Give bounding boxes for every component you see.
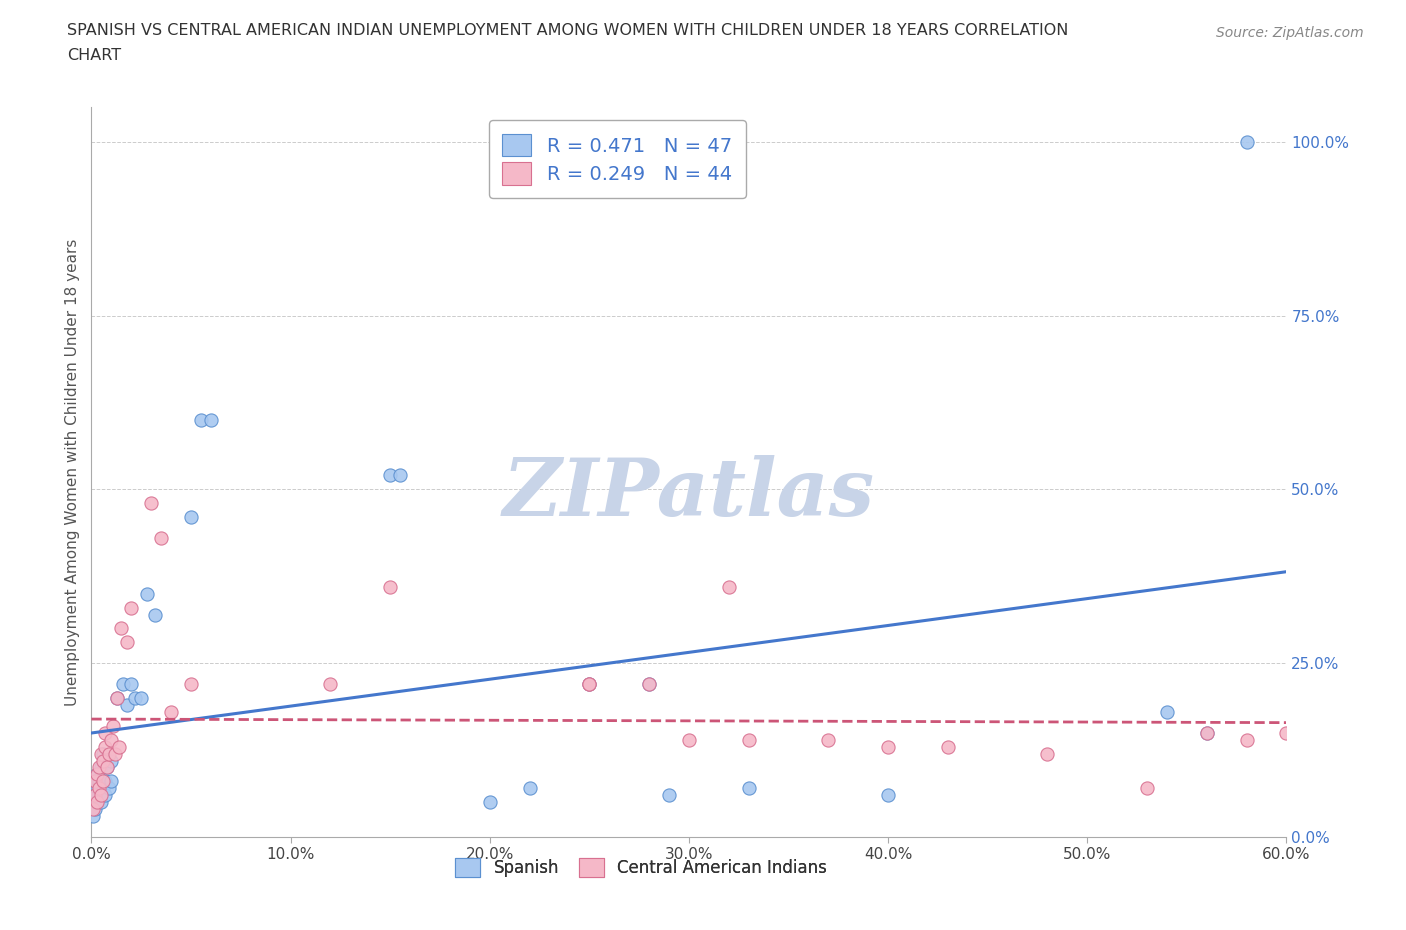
Point <box>120 600 142 615</box>
Point <box>82 809 104 824</box>
Point <box>1136 781 1159 796</box>
Point <box>100 732 122 747</box>
Point <box>115 698 138 712</box>
Point <box>717 579 740 594</box>
Point <box>84 774 107 789</box>
Point <box>94 739 117 754</box>
Point <box>136 586 159 601</box>
Point <box>120 677 142 692</box>
Point <box>103 718 125 733</box>
Text: Source: ZipAtlas.com: Source: ZipAtlas.com <box>1216 26 1364 40</box>
Point <box>98 781 121 796</box>
Point <box>478 795 501 810</box>
Legend: Spanish, Central American Indians: Spanish, Central American Indians <box>449 851 834 884</box>
Text: ZIPatlas: ZIPatlas <box>503 455 875 533</box>
Point <box>578 677 600 692</box>
Point <box>124 690 146 705</box>
Point <box>190 412 212 427</box>
Point <box>817 732 839 747</box>
Point <box>89 760 111 775</box>
Point <box>150 531 173 546</box>
Point <box>578 677 600 692</box>
Point <box>1036 746 1059 761</box>
Y-axis label: Unemployment Among Women with Children Under 18 years: Unemployment Among Women with Children U… <box>65 238 80 706</box>
Point <box>84 788 107 803</box>
Point <box>86 767 108 782</box>
Point <box>108 739 131 754</box>
Point <box>200 412 222 427</box>
Point <box>110 621 132 636</box>
Point <box>115 635 138 650</box>
Point <box>89 788 111 803</box>
Point <box>86 795 108 810</box>
Point <box>93 774 115 789</box>
Point <box>94 725 117 740</box>
Point <box>93 781 115 796</box>
Point <box>84 802 107 817</box>
Point <box>737 781 759 796</box>
Point <box>89 774 111 789</box>
Point <box>936 739 959 754</box>
Point <box>93 753 115 768</box>
Point <box>1195 725 1218 740</box>
Point <box>519 781 541 796</box>
Point <box>82 795 104 810</box>
Point <box>638 677 661 692</box>
Text: SPANISH VS CENTRAL AMERICAN INDIAN UNEMPLOYMENT AMONG WOMEN WITH CHILDREN UNDER : SPANISH VS CENTRAL AMERICAN INDIAN UNEMP… <box>67 23 1069 38</box>
Point <box>389 468 412 483</box>
Point <box>100 753 122 768</box>
Point <box>378 468 402 483</box>
Point <box>86 795 108 810</box>
Point <box>1236 732 1258 747</box>
Point <box>96 760 118 775</box>
Point <box>1156 704 1178 719</box>
Point <box>86 767 108 782</box>
Point <box>737 732 759 747</box>
Point <box>678 732 700 747</box>
Point <box>104 746 127 761</box>
Point <box>638 677 661 692</box>
Point <box>90 788 112 803</box>
Point <box>93 746 115 761</box>
Point <box>180 677 202 692</box>
Point <box>160 704 183 719</box>
Point <box>89 781 111 796</box>
Point <box>112 677 135 692</box>
Point <box>1236 134 1258 149</box>
Point <box>84 774 107 789</box>
Point <box>180 510 202 525</box>
Point <box>105 690 128 705</box>
Point <box>98 746 121 761</box>
Point <box>141 496 162 511</box>
Point <box>1195 725 1218 740</box>
Point <box>94 774 117 789</box>
Point <box>378 579 402 594</box>
Point <box>90 760 112 775</box>
Point <box>96 760 118 775</box>
Point <box>84 788 107 803</box>
Point <box>86 781 108 796</box>
Point <box>100 774 122 789</box>
Point <box>143 607 166 622</box>
Text: CHART: CHART <box>67 48 121 63</box>
Point <box>319 677 342 692</box>
Point <box>90 746 112 761</box>
Point <box>877 788 900 803</box>
Point <box>105 690 128 705</box>
Point <box>129 690 152 705</box>
Point <box>578 677 600 692</box>
Point <box>82 802 104 817</box>
Point <box>658 788 681 803</box>
Point <box>90 795 112 810</box>
Point <box>94 788 117 803</box>
Point <box>1275 725 1298 740</box>
Point <box>877 739 900 754</box>
